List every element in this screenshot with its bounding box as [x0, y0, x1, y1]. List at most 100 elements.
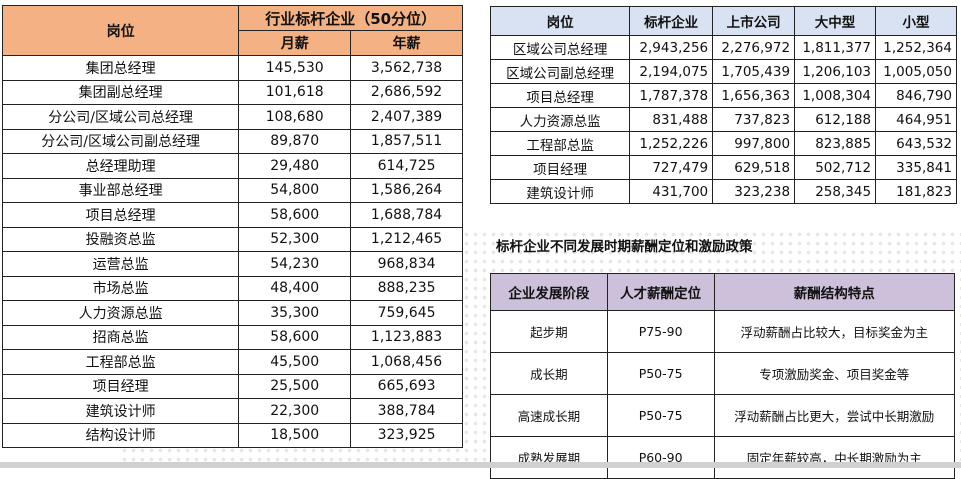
salary-cell: 846,790	[875, 83, 957, 108]
monthly-salary-cell: 54,800	[238, 177, 352, 203]
table-row: 集团副总经理 101,618 2,686,592	[1, 79, 463, 105]
annual-salary-cell: 665,693	[350, 373, 463, 399]
monthly-salary-cell: 101,618	[238, 79, 352, 105]
positioning-cell: P75-90	[606, 310, 715, 353]
position-cell: 招商总监	[1, 324, 240, 350]
position-cell: 人力资源总监	[489, 107, 631, 132]
annual-salary-cell: 968,834	[350, 251, 463, 277]
salary-cell: 629,518	[712, 155, 796, 180]
table-row: 市场总监 48,400 888,235	[1, 275, 463, 301]
salary-cell: 323,238	[712, 179, 796, 204]
table-row: 项目经理 25,500 665,693	[1, 373, 463, 399]
column-header: 企业发展阶段	[490, 273, 608, 311]
annual-salary-cell: 888,235	[350, 275, 463, 301]
salary-cell: 258,345	[794, 179, 877, 204]
table-row: 人力资源总监 831,488 737,823 612,188 464,951	[489, 107, 957, 132]
annual-salary-cell: 2,407,389	[350, 104, 463, 130]
salary-cell: 1,787,378	[629, 83, 714, 108]
monthly-salary-cell: 22,300	[238, 398, 352, 424]
annual-salary-cell: 323,925	[350, 422, 463, 448]
position-cell: 人力资源总监	[1, 300, 240, 326]
monthly-salary-cell: 18,500	[238, 422, 352, 448]
positioning-cell: P50-75	[606, 394, 715, 437]
position-cell: 项目总经理	[1, 202, 240, 228]
salary-cell: 181,823	[875, 179, 957, 204]
structure-cell: 浮动薪酬占比更大，尝试中长期激励	[713, 394, 956, 437]
column-header: 岗位	[489, 6, 631, 36]
monthly-salary-cell: 54,230	[238, 251, 352, 277]
position-cell: 市场总监	[1, 275, 240, 301]
salary-cell: 2,194,075	[629, 59, 714, 84]
table-row: 分公司/区域公司总经理 108,680 2,407,389	[1, 104, 463, 130]
salary-cell: 1,008,304	[794, 83, 877, 108]
position-cell: 项目经理	[1, 373, 240, 399]
table-row: 建筑设计师 431,700 323,238 258,345 181,823	[489, 179, 957, 204]
structure-cell: 专项激励奖金、项目奖金等	[713, 352, 956, 395]
table-row: 结构设计师 18,500 323,925	[1, 422, 463, 448]
position-cell: 结构设计师	[1, 422, 240, 448]
table-row: 分公司/区域公司副总经理 89,870 1,857,511	[1, 128, 463, 154]
position-cell: 建筑设计师	[1, 398, 240, 424]
monthly-salary-cell: 58,600	[238, 324, 352, 350]
column-header: 人才薪酬定位	[606, 273, 715, 311]
annual-salary-cell: 1,688,784	[350, 202, 463, 228]
positioning-cell: P60-90	[606, 436, 715, 479]
monthly-salary-cell: 108,680	[238, 104, 352, 130]
monthly-salary-cell: 52,300	[238, 226, 352, 252]
position-cell: 总经理助理	[1, 153, 240, 179]
stage-cell: 成长期	[490, 352, 608, 395]
position-cell: 工程部总监	[1, 349, 240, 375]
annual-salary-cell: 1,212,465	[350, 226, 463, 252]
structure-cell: 固定年薪较高，中长期激励为主	[713, 436, 956, 479]
table-row: 高速成长期 P50-75 浮动薪酬占比更大，尝试中长期激励	[490, 394, 956, 437]
table-row: 项目经理 727,479 629,518 502,712 335,841	[489, 155, 957, 180]
table-row: 成长期 P50-75 专项激励奖金、项目奖金等	[490, 352, 956, 395]
annual-salary-cell: 1,068,456	[350, 349, 463, 375]
policy-section-title: 标杆企业不同发展时期薪酬定位和激励政策	[496, 239, 753, 255]
salary-cell: 1,811,377	[794, 35, 877, 60]
salary-cell: 1,206,103	[794, 59, 877, 84]
table-row: 区域公司总经理 2,943,256 2,276,972 1,811,377 1,252,…	[489, 35, 957, 60]
column-header: 薪酬结构特点	[713, 273, 956, 311]
monthly-salary-cell: 29,480	[238, 153, 352, 179]
stage-cell: 高速成长期	[490, 394, 608, 437]
annual-salary-cell: 1,123,883	[350, 324, 463, 350]
annual-salary-cell: 2,686,592	[350, 79, 463, 105]
header-position: 岗位	[1, 5, 240, 56]
salary-cell: 502,712	[794, 155, 877, 180]
table-row: 成熟发展期 P60-90 固定年薪较高，中长期激励为主	[490, 436, 956, 479]
salary-cell: 1,656,363	[712, 83, 796, 108]
annual-salary-cell: 759,645	[350, 300, 463, 326]
stage-cell: 起步期	[490, 310, 608, 353]
salary-cell: 431,700	[629, 179, 714, 204]
position-cell: 项目经理	[489, 155, 631, 180]
position-cell: 分公司/区域公司副总经理	[1, 128, 240, 154]
position-cell: 区域公司副总经理	[489, 59, 631, 84]
benchmark-salary-table: 岗位 行业标杆企业（50分位） 月薪 年薪 集团总经理 145,530 3,562,…	[1, 5, 463, 448]
annual-salary-cell: 1,586,264	[350, 177, 463, 203]
stage-cell: 成熟发展期	[490, 436, 608, 479]
monthly-salary-cell: 48,400	[238, 275, 352, 301]
annual-salary-cell: 3,562,738	[350, 55, 463, 81]
table-row: 区域公司副总经理 2,194,075 1,705,439 1,206,103 1,005…	[489, 59, 957, 84]
structure-cell: 浮动薪酬占比较大，目标奖金为主	[713, 310, 956, 353]
column-header: 大中型	[794, 6, 877, 36]
position-cell: 集团总经理	[1, 55, 240, 81]
position-cell: 项目总经理	[489, 83, 631, 108]
column-header: 上市公司	[712, 6, 796, 36]
salary-cell: 2,276,972	[712, 35, 796, 60]
salary-cell: 1,252,364	[875, 35, 957, 60]
annual-salary-cell: 388,784	[350, 398, 463, 424]
annual-salary-cell: 614,725	[350, 153, 463, 179]
company-type-salary-table: 岗位 标杆企业 上市公司 大中型 小型 区域公司总经理 2,943,256 2,276,97…	[489, 6, 957, 204]
table-row: 运营总监 54,230 968,834	[1, 251, 463, 277]
header-annual: 年薪	[350, 30, 463, 56]
table-row: 工程部总监 45,500 1,068,456	[1, 349, 463, 375]
salary-cell: 823,885	[794, 131, 877, 156]
table-row: 事业部总经理 54,800 1,586,264	[1, 177, 463, 203]
table-row: 建筑设计师 22,300 388,784	[1, 398, 463, 424]
column-header: 标杆企业	[629, 6, 714, 36]
table-row: 招商总监 58,600 1,123,883	[1, 324, 463, 350]
salary-cell: 1,705,439	[712, 59, 796, 84]
table-row: 工程部总监 1,252,226 997,800 823,885 643,532	[489, 131, 957, 156]
